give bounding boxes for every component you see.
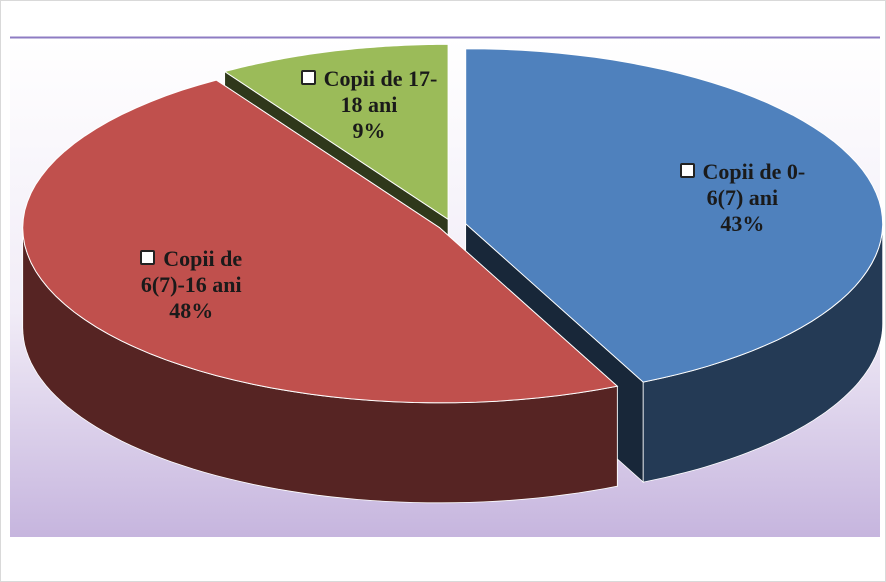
pie-slice: [22, 79, 619, 404]
value-label: 9%: [352, 118, 386, 144]
pie-slice: [223, 43, 449, 221]
value-label: 43%: [720, 210, 765, 236]
data-label: Copii de 0-6(7) ani 43%: [667, 159, 817, 237]
data-label: Copii de 17-18 ani 9%: [294, 66, 444, 144]
category-label: Copii de 17-18 ani: [323, 66, 438, 118]
legend-marker: [679, 162, 695, 178]
category-label: Copii de 6(7)-16 ani: [140, 246, 243, 298]
value-label: 48%: [169, 298, 214, 324]
legend-marker: [140, 250, 156, 266]
pie-slice: [465, 48, 884, 383]
category-label: Copii de 0-6(7) ani: [702, 158, 806, 210]
legend-marker: [300, 70, 316, 86]
data-label: Copii de 6(7)-16 ani 48%: [106, 246, 276, 324]
